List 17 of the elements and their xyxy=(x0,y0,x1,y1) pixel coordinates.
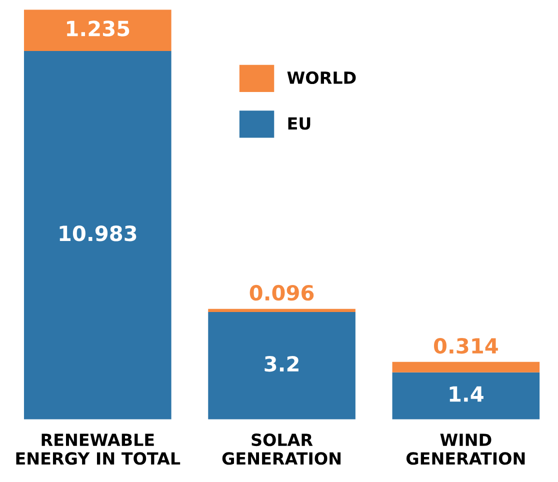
data-label: 3.2 xyxy=(264,356,298,372)
bar xyxy=(24,51,172,420)
bar xyxy=(392,362,540,372)
bar xyxy=(392,372,540,420)
x-tick-label: WIND GENERATION xyxy=(406,434,525,465)
legend-label: EU xyxy=(288,117,310,130)
legend-label: WORLD xyxy=(287,71,356,84)
data-label: 0.096 xyxy=(250,284,314,301)
bar xyxy=(24,10,172,52)
data-label: 1.4 xyxy=(450,386,484,402)
bar xyxy=(208,312,356,420)
x-tick-label: RENEWABLE ENERGY IN TOTAL xyxy=(16,434,180,465)
bar xyxy=(208,308,356,312)
x-tick-label: SOLAR GENERATION xyxy=(222,434,341,465)
data-label: 0.314 xyxy=(434,338,498,354)
data-label: 10.983 xyxy=(60,225,136,242)
data-label: 1.235 xyxy=(67,20,130,36)
